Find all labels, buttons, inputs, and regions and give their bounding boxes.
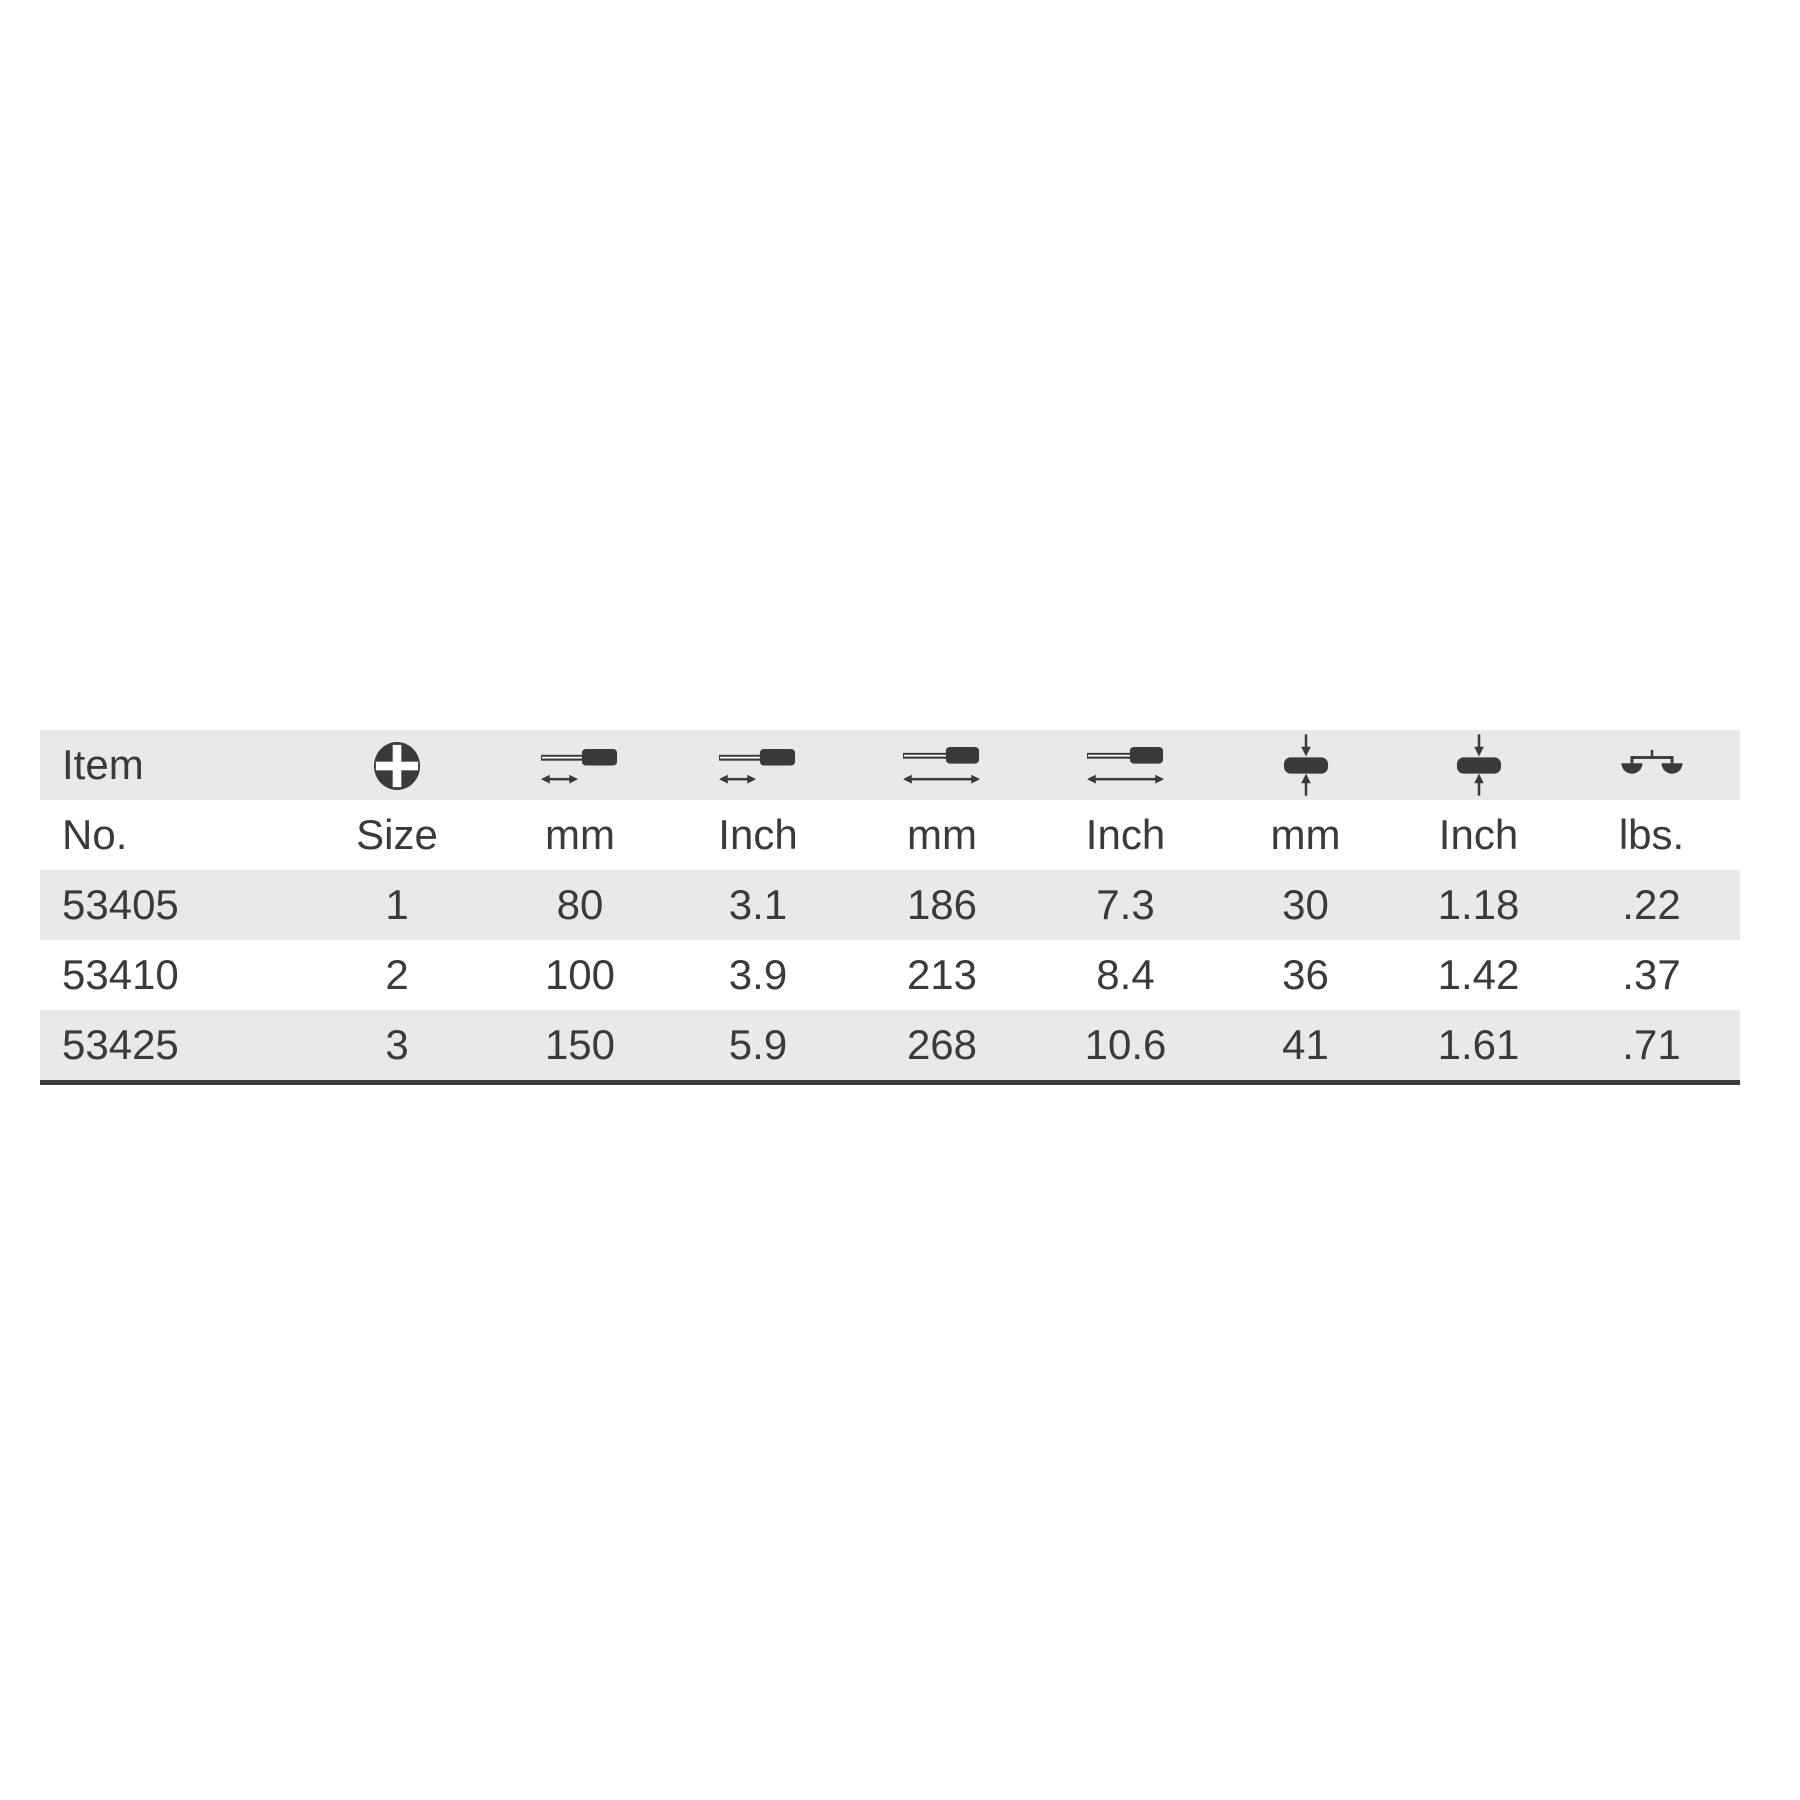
overall-inch-cell: 7.3 — [1034, 870, 1217, 940]
blade-inch-cell: 3.1 — [666, 870, 850, 940]
table-row: 53410 2 100 3.9 213 8.4 36 1.42 .37 — [40, 940, 1740, 1010]
phillips-icon — [373, 741, 421, 791]
size-cell: 2 — [385, 951, 409, 998]
handle-diameter-icon — [1283, 733, 1329, 797]
blade-inch-cell: 3.9 — [728, 951, 788, 998]
header-icon-row: Item — [40, 730, 1740, 800]
handle-mm-cell: 36 — [1282, 951, 1329, 998]
item-no-cell: 53425 — [40, 1010, 300, 1085]
item-header-label: Item — [40, 730, 300, 800]
blade-mm-header-label: mm — [545, 811, 615, 858]
weight-lbs-cell: .71 — [1563, 1010, 1740, 1085]
blade-mm-cell: 100 — [544, 951, 616, 998]
handle-mm-cell: 41 — [1217, 1010, 1394, 1085]
table-row: 53405 1 80 3.1 186 7.3 30 1.18 .22 — [40, 870, 1740, 940]
blade-inch-cell: 5.9 — [666, 1010, 850, 1085]
weight-lbs-cell: .37 — [1622, 951, 1681, 998]
handle-diameter-icon — [1456, 733, 1502, 797]
overall-length-icon — [903, 742, 981, 791]
weight-lbs-cell: .22 — [1563, 870, 1740, 940]
overall-mm-header-label: mm — [907, 811, 977, 858]
table-row: 53425 3 150 5.9 268 10.6 41 1.61 .71 — [40, 1010, 1740, 1085]
blade-length-icon — [719, 742, 797, 791]
item-no-cell: 53410 — [62, 951, 179, 998]
handle-inch-cell: 1.18 — [1394, 870, 1563, 940]
overall-mm-cell: 213 — [906, 951, 978, 998]
blade-inch-header-label: Inch — [718, 811, 798, 858]
weight-lbs-header-label: lbs. — [1618, 811, 1685, 858]
overall-inch-header-label: Inch — [1085, 811, 1166, 858]
scale-icon — [1621, 747, 1683, 789]
handle-inch-cell: 1.61 — [1394, 1010, 1563, 1085]
spec-table: Item No. Size mm Inch mm Inch mm Inch lb… — [40, 730, 1740, 1085]
no-header-label: No. — [62, 811, 128, 858]
blade-length-icon — [541, 742, 619, 791]
blade-mm-cell: 150 — [494, 1010, 666, 1085]
size-cell: 1 — [300, 870, 494, 940]
handle-mm-cell: 30 — [1217, 870, 1394, 940]
header-label-row: No. Size mm Inch mm Inch mm Inch lbs. — [40, 800, 1740, 870]
overall-length-icon — [1087, 742, 1165, 791]
item-no-cell: 53405 — [40, 870, 300, 940]
overall-mm-cell: 186 — [850, 870, 1034, 940]
handle-inch-cell: 1.42 — [1437, 951, 1520, 998]
overall-inch-cell: 10.6 — [1034, 1010, 1217, 1085]
overall-mm-cell: 268 — [850, 1010, 1034, 1085]
blade-mm-cell: 80 — [494, 870, 666, 940]
size-cell: 3 — [300, 1010, 494, 1085]
overall-inch-cell: 8.4 — [1096, 951, 1155, 998]
handle-inch-header-label: Inch — [1438, 811, 1519, 858]
handle-mm-header-label: mm — [1270, 811, 1341, 858]
size-header-label: Size — [356, 811, 438, 858]
